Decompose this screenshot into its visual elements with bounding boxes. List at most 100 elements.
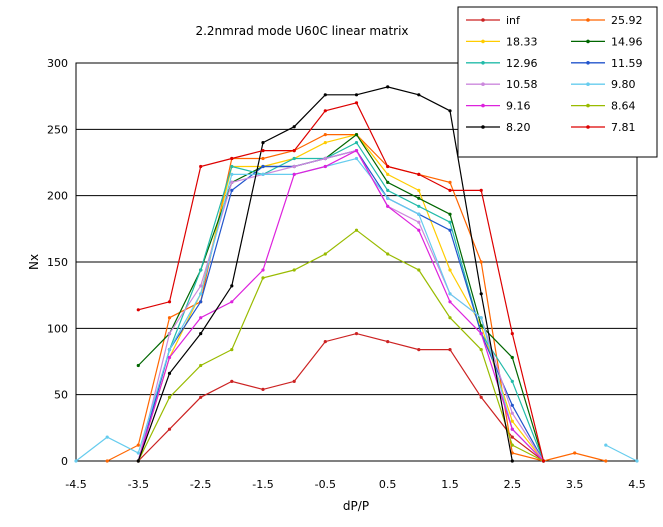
data-point	[604, 443, 608, 447]
data-point	[230, 180, 234, 184]
y-tick-label: 250	[47, 123, 68, 136]
data-point	[479, 324, 483, 328]
data-point	[417, 93, 421, 97]
data-point	[354, 101, 359, 105]
data-point	[230, 188, 234, 192]
data-point	[510, 379, 514, 383]
x-tick-label: 4.5	[628, 478, 646, 491]
data-point	[386, 164, 390, 169]
legend-item-14.96: 14.96	[571, 35, 643, 48]
legend-swatch-marker	[481, 18, 485, 22]
data-point	[261, 172, 265, 176]
legend-label: 14.96	[611, 35, 643, 48]
data-point	[230, 156, 234, 161]
data-point	[417, 188, 421, 192]
x-tick-label: -3.5	[128, 478, 149, 491]
data-point	[510, 443, 514, 447]
data-point	[292, 164, 296, 169]
series-8.20	[136, 85, 514, 463]
data-point	[136, 363, 140, 368]
legend-label: 8.64	[611, 100, 636, 113]
legend-item-9.80: 9.80	[571, 78, 636, 91]
data-point	[354, 93, 359, 97]
data-point	[510, 332, 514, 336]
x-tick-label: -0.5	[315, 478, 336, 491]
legend-label: 9.80	[611, 78, 636, 91]
legend: inf 25.92 18.33 14.96 12.96 11.59 10.58 9.80 9.1…	[457, 6, 658, 158]
data-point	[417, 228, 421, 232]
data-point	[354, 228, 359, 232]
data-point	[261, 387, 265, 391]
data-point	[386, 172, 390, 176]
data-point	[261, 268, 265, 272]
legend-swatch-marker	[481, 39, 485, 44]
data-point	[479, 260, 483, 264]
data-point	[167, 332, 172, 336]
data-point	[261, 156, 265, 161]
data-point	[448, 268, 452, 272]
legend-item-10.58: 10.58	[466, 78, 538, 91]
data-point	[354, 332, 359, 336]
series-line	[137, 133, 545, 462]
legend-box	[457, 6, 658, 158]
data-point	[292, 268, 296, 272]
data-point	[136, 459, 140, 463]
data-point	[354, 156, 359, 161]
data-point	[199, 268, 203, 272]
data-point	[479, 316, 483, 320]
legend-swatch-marker	[586, 82, 590, 86]
legend-swatch-marker	[586, 39, 590, 44]
x-tick-label: 2.5	[504, 478, 522, 491]
legend-item-7.81: 7.81	[571, 121, 636, 134]
data-point	[510, 459, 514, 463]
y-axis-label: Nx	[27, 254, 41, 270]
data-point	[386, 252, 390, 256]
series-line	[138, 102, 545, 462]
data-point	[510, 427, 514, 431]
legend-label: 18.33	[506, 35, 538, 48]
data-point	[604, 459, 608, 463]
data-point	[261, 141, 265, 145]
data-point	[292, 156, 296, 161]
data-point	[323, 109, 327, 113]
data-point	[448, 300, 452, 304]
data-point	[510, 355, 514, 360]
data-point	[323, 164, 327, 169]
data-point	[417, 172, 421, 176]
data-point	[167, 300, 172, 304]
x-tick-label: 3.5	[566, 478, 584, 491]
data-point	[261, 164, 265, 169]
data-point	[448, 188, 452, 192]
legend-swatch-marker	[481, 125, 485, 129]
data-point	[199, 300, 203, 304]
data-point	[136, 443, 140, 447]
data-point	[386, 85, 390, 89]
data-point	[230, 300, 234, 304]
legend-item-8.64: 8.64	[571, 100, 636, 113]
data-point	[354, 141, 359, 145]
data-point	[105, 459, 109, 463]
legend-swatch-marker	[481, 61, 485, 65]
data-point	[417, 212, 421, 216]
data-point	[541, 459, 546, 463]
data-point	[74, 459, 78, 463]
data-point	[386, 196, 390, 200]
y-tick-label: 150	[47, 256, 68, 269]
legend-item-9.16: 9.16	[466, 100, 531, 113]
legend-label: 12.96	[506, 57, 538, 70]
legend-item-8.20: 8.20	[466, 121, 531, 134]
data-point	[167, 395, 172, 399]
legend-label: 7.81	[611, 121, 636, 134]
data-point	[479, 395, 483, 399]
data-point	[323, 252, 327, 256]
series-9.16	[136, 149, 546, 463]
y-tick-label: 200	[47, 190, 68, 203]
data-point	[386, 340, 390, 344]
series-line	[605, 444, 638, 462]
data-point	[479, 292, 483, 296]
legend-swatch-marker	[586, 125, 590, 129]
data-point	[292, 172, 296, 176]
series-7.81	[136, 101, 546, 463]
